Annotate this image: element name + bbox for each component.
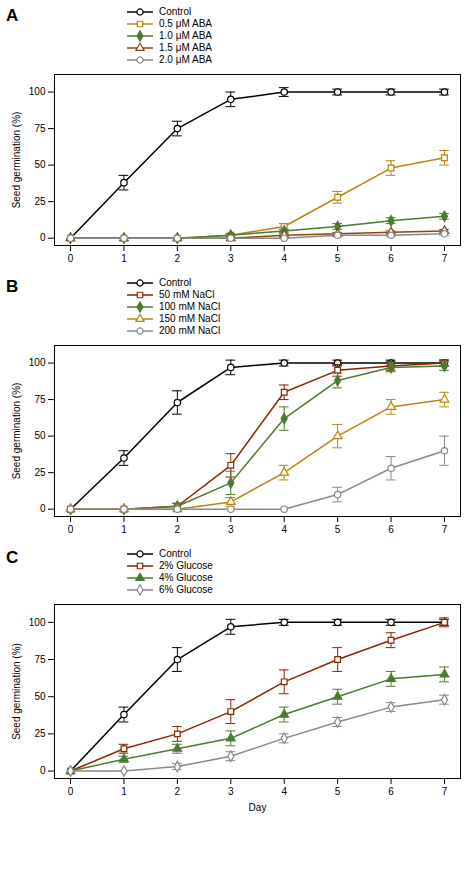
svg-text:4: 4 [281, 786, 287, 797]
svg-text:1: 1 [121, 253, 127, 264]
svg-text:Day: Day [249, 802, 267, 813]
svg-text:0: 0 [40, 232, 46, 243]
svg-text:0: 0 [68, 786, 74, 797]
html-text:1.5 μM ABA: 1.5 μM ABA [159, 42, 212, 53]
html-text:6% Glucose: 6% Glucose [159, 584, 213, 595]
svg-text:100: 100 [29, 617, 46, 628]
html-text:Control: Control [159, 277, 192, 288]
svg-text:25: 25 [34, 196, 46, 207]
html-text:2.0 μM ABA: 2.0 μM ABA [159, 54, 212, 65]
svg-text:0: 0 [40, 503, 46, 514]
html-text:2% Glucose: 2% Glucose [159, 560, 213, 571]
svg-text:3: 3 [228, 253, 234, 264]
svg-text:1: 1 [121, 524, 127, 535]
svg-text:6: 6 [388, 253, 394, 264]
svg-text:0: 0 [40, 765, 46, 776]
svg-text:50: 50 [34, 430, 46, 441]
svg-text:25: 25 [34, 467, 46, 478]
svg-text:4: 4 [281, 524, 287, 535]
svg-text:2: 2 [175, 786, 181, 797]
html-text:B: B [6, 277, 19, 296]
svg-text:100: 100 [29, 357, 46, 368]
svg-text:25: 25 [34, 728, 46, 739]
svg-text:75: 75 [34, 123, 46, 134]
svg-text:0: 0 [68, 524, 74, 535]
svg-text:2: 2 [175, 253, 181, 264]
html-text:A: A [6, 6, 19, 25]
html-text:0.5 μM ABA: 0.5 μM ABA [159, 18, 212, 29]
svg-text:50: 50 [34, 691, 46, 702]
html-text:Control: Control [159, 548, 192, 559]
html-text:200 mM NaCl: 200 mM NaCl [159, 325, 221, 336]
svg-text:5: 5 [335, 253, 341, 264]
svg-text:7: 7 [442, 253, 448, 264]
html-text:50 mM NaCl: 50 mM NaCl [159, 289, 215, 300]
svg-text:75: 75 [34, 394, 46, 405]
svg-text:100: 100 [29, 86, 46, 97]
svg-text:3: 3 [228, 786, 234, 797]
svg-text:50: 50 [34, 159, 46, 170]
svg-text:6: 6 [388, 786, 394, 797]
svg-text:7: 7 [442, 786, 448, 797]
svg-text:4: 4 [281, 253, 287, 264]
svg-text:5: 5 [335, 786, 341, 797]
html-text:100 mM NaCl: 100 mM NaCl [159, 301, 221, 312]
svg-text:75: 75 [34, 654, 46, 665]
html-text:Control: Control [159, 6, 192, 17]
svg-text:Seed germination (%): Seed germination (%) [11, 643, 22, 740]
html-text:150 mM NaCl: 150 mM NaCl [159, 313, 221, 324]
svg-text:2: 2 [175, 524, 181, 535]
svg-text:1: 1 [121, 786, 127, 797]
html-text:1.0 μM ABA: 1.0 μM ABA [159, 30, 212, 41]
html-text:C: C [6, 548, 19, 567]
svg-text:7: 7 [442, 524, 448, 535]
svg-text:0: 0 [68, 253, 74, 264]
svg-text:6: 6 [388, 524, 394, 535]
svg-text:5: 5 [335, 524, 341, 535]
html-text:4% Glucose: 4% Glucose [159, 572, 213, 583]
svg-text:Seed germination (%): Seed germination (%) [11, 383, 22, 480]
svg-text:3: 3 [228, 524, 234, 535]
svg-text:Seed germination (%): Seed germination (%) [11, 112, 22, 209]
